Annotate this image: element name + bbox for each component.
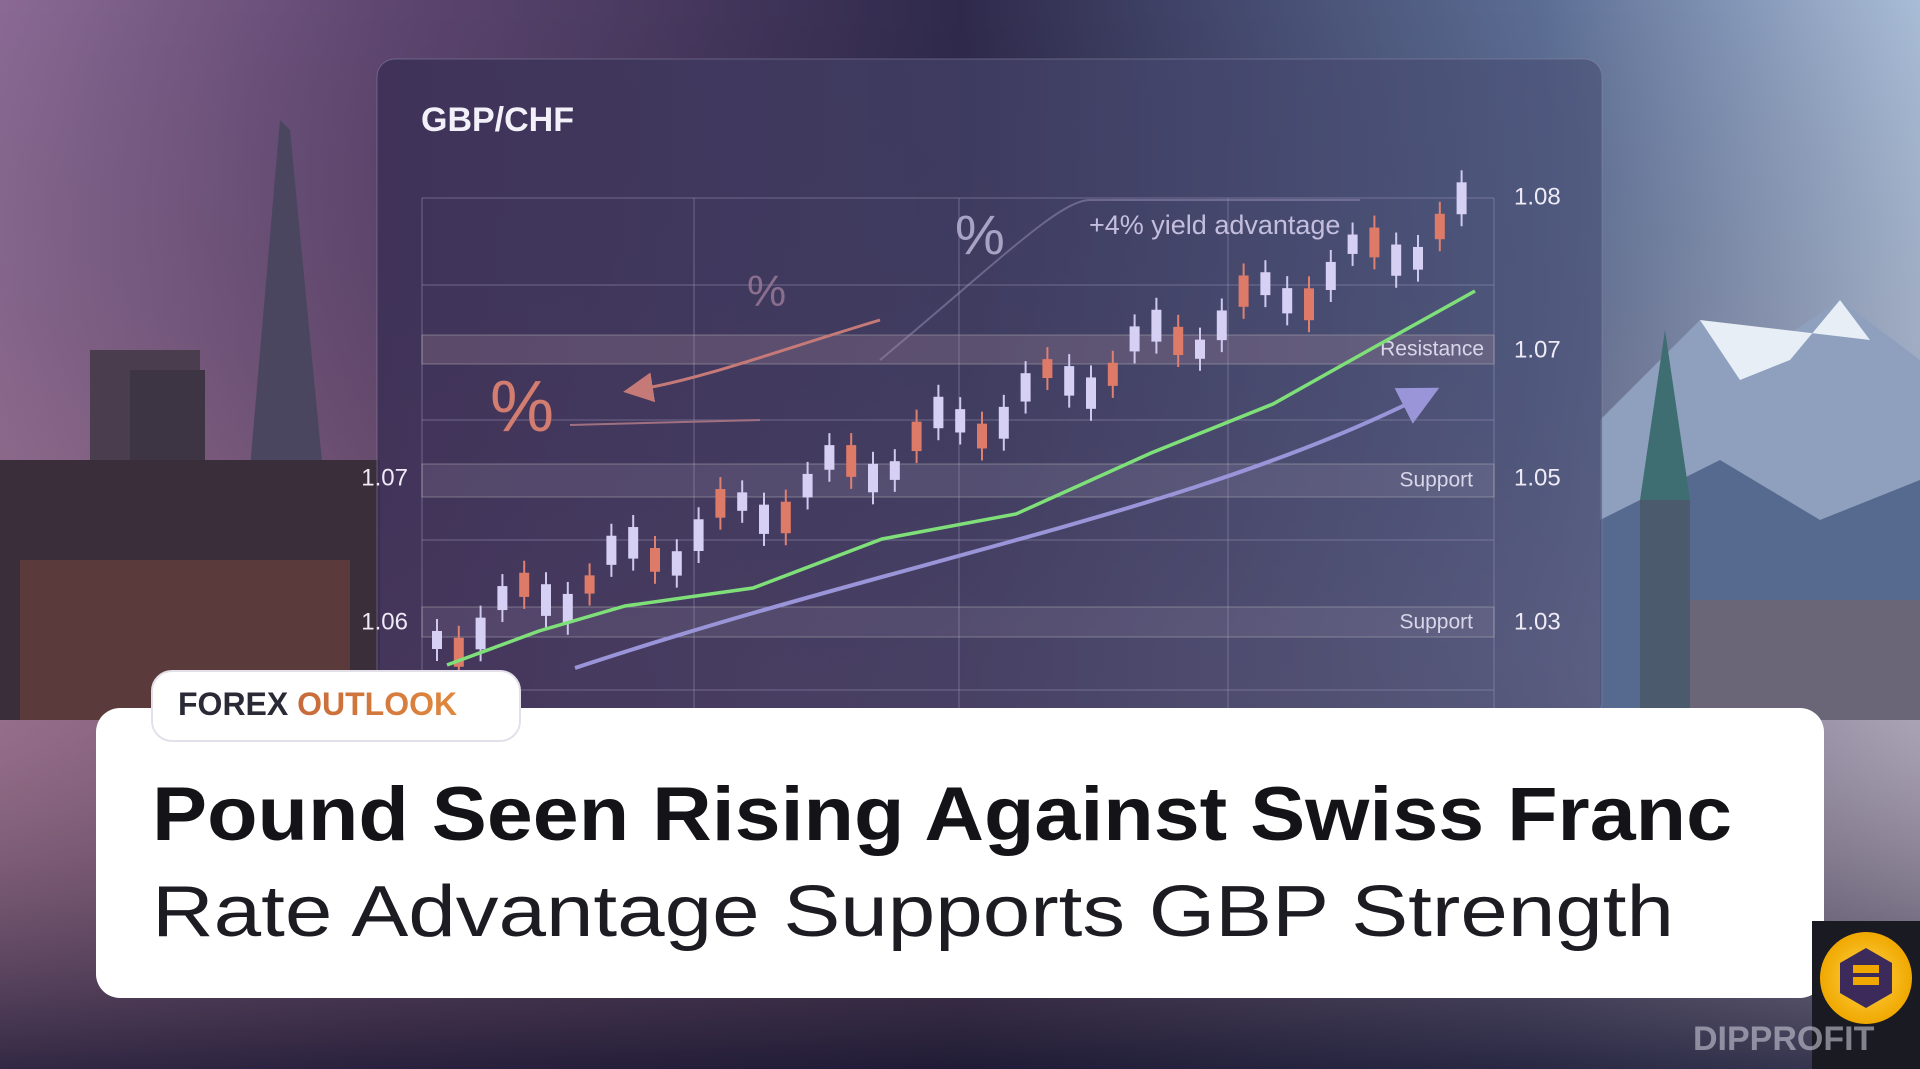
level-label: Resistance <box>1380 338 1484 361</box>
swiss-landscape <box>1600 300 1920 720</box>
candles <box>432 170 1467 679</box>
card <box>96 708 1824 998</box>
subheadline: Rate Advantage Supports GBP Strength <box>152 872 1674 952</box>
london-skyline <box>0 120 380 720</box>
candle-body <box>432 631 442 649</box>
level-label: Support <box>1399 469 1473 492</box>
arrow <box>623 318 881 403</box>
candle-body <box>541 584 551 616</box>
arrow <box>574 387 1440 670</box>
candle-body <box>519 572 530 597</box>
left-axis: 1.07 1.06 <box>361 464 408 635</box>
candle-body <box>846 445 857 477</box>
level-label: Support <box>1399 611 1473 634</box>
candle-body <box>671 551 682 576</box>
resistance-band <box>421 334 1495 365</box>
candle-body <box>1347 234 1358 254</box>
candle-body <box>1260 272 1271 296</box>
candle-body <box>1195 339 1205 359</box>
candle-body <box>1325 261 1336 290</box>
logo-mark <box>1853 965 1879 973</box>
candle-body <box>1456 182 1467 215</box>
support-band <box>421 463 1495 498</box>
annotation: +4% yield advantage <box>1089 210 1340 240</box>
candle-body <box>1107 362 1118 386</box>
candle-body <box>606 535 617 565</box>
panel-title: GBP/CHF <box>421 101 574 139</box>
axis-label: 1.07 <box>1514 336 1561 363</box>
badge <box>151 670 521 742</box>
candle-body <box>1020 373 1031 402</box>
candle-body <box>584 575 595 594</box>
candle-body <box>889 461 900 480</box>
candle-body <box>693 519 704 552</box>
chart-panel: GBP/CHF Resistance Support Support 1.08 … <box>361 58 1603 720</box>
grid <box>421 197 1495 710</box>
candle-body <box>497 586 508 611</box>
candle-body <box>780 501 791 534</box>
candle-body <box>1413 246 1423 270</box>
badge-word: FOREX <box>178 686 289 722</box>
candle-body <box>562 593 573 623</box>
annotation-curve <box>879 199 1360 361</box>
axis-label: 1.05 <box>1514 464 1561 491</box>
candle-body <box>1173 326 1184 356</box>
candle-body <box>955 409 966 433</box>
percent-mark: % <box>955 203 1005 266</box>
candle-body <box>737 492 748 511</box>
arrow <box>569 419 761 426</box>
logo-mark <box>1853 977 1879 985</box>
badge-word: OUTLOOK <box>297 686 457 722</box>
candle-body <box>1282 288 1293 314</box>
candle-body <box>868 463 878 493</box>
candle-body <box>998 406 1009 439</box>
candle-body <box>824 445 835 470</box>
headline: Pound Seen Rising Against Swiss Franc <box>152 772 1732 857</box>
candle-body <box>977 423 987 449</box>
candle-body <box>1391 244 1402 276</box>
percent-mark: % <box>747 267 786 316</box>
candle-body <box>1151 309 1162 342</box>
axis-label: 1.08 <box>1514 183 1561 210</box>
trend-line <box>446 289 1476 667</box>
candle-body <box>1434 213 1445 240</box>
candle-body <box>453 637 464 667</box>
candle-body <box>1369 227 1380 258</box>
candle-body <box>650 547 660 572</box>
candle-body <box>475 617 486 650</box>
axis-label: 1.06 <box>361 608 408 635</box>
right-axis: 1.08 1.07 1.05 1.03 <box>1514 183 1561 635</box>
candle-body <box>933 396 944 429</box>
candle-body <box>1216 310 1227 341</box>
candle-body <box>715 489 726 518</box>
watermark: DIPPROFIT <box>1693 1020 1875 1058</box>
candle-body <box>759 504 769 534</box>
badge-text: FOREX OUTLOOK <box>178 686 457 722</box>
candle-body <box>1086 377 1096 409</box>
candle-body <box>1042 359 1053 379</box>
axis-label: 1.03 <box>1514 608 1561 635</box>
candle-body <box>1064 366 1075 396</box>
candle-body <box>1238 275 1249 307</box>
candle-body <box>1129 326 1140 352</box>
candle-body <box>1304 288 1314 321</box>
percent-mark: % <box>490 367 554 447</box>
headline-card: FOREX OUTLOOK Pound Seen Rising Against … <box>96 670 1824 998</box>
support-band <box>421 606 1495 638</box>
candle-body <box>628 527 639 559</box>
candle-body <box>802 473 813 498</box>
candle-body <box>911 421 922 452</box>
level-labels: Resistance Support Support <box>1380 338 1484 634</box>
axis-label: 1.07 <box>361 464 408 491</box>
logo <box>1812 921 1920 1069</box>
